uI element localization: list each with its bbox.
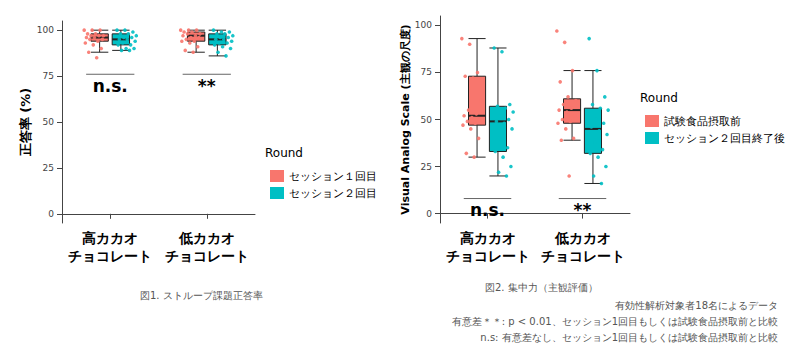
svg-text:低カカオ: 低カカオ	[554, 230, 611, 246]
svg-text:75: 75	[421, 67, 432, 77]
svg-text:有意差＊＊: p < 0.01、セッション1回目もしくは試験: 有意差＊＊: p < 0.01、セッション1回目もしくは試験食品摂取前と比較	[452, 316, 778, 327]
svg-text:正答率 (%): 正答率 (%)	[18, 88, 33, 157]
svg-text:25: 25	[43, 163, 54, 173]
svg-text:セッション２回目終了後: セッション２回目終了後	[664, 132, 785, 145]
svg-text:高カカオ: 高カカオ	[82, 230, 138, 246]
svg-text:セッション２回目: セッション２回目	[289, 187, 377, 200]
svg-text:図2. 集中力（主観評価）: 図2. 集中力（主観評価）	[485, 282, 598, 293]
svg-text:有効性解析対象者18名によるデータ: 有効性解析対象者18名によるデータ	[615, 300, 778, 311]
svg-text:**: **	[198, 76, 216, 96]
svg-text:n.s.: n.s.	[470, 200, 505, 220]
svg-text:Round: Round	[265, 146, 303, 160]
svg-text:50: 50	[43, 117, 55, 127]
svg-text:試験食品摂取前: 試験食品摂取前	[664, 115, 741, 128]
svg-text:チョコレート: チョコレート	[446, 248, 530, 264]
svg-text:75: 75	[43, 71, 54, 81]
svg-text:n.s: 有意差なし、セッション1回目もしくは試験食品摂取前: n.s: 有意差なし、セッション1回目もしくは試験食品摂取前と比較	[480, 332, 778, 343]
svg-text:50: 50	[421, 115, 433, 125]
svg-text:0: 0	[48, 209, 54, 219]
svg-text:Visual Analog Scale (主観の尺度): Visual Analog Scale (主観の尺度)	[399, 24, 412, 214]
svg-text:**: **	[574, 200, 592, 220]
svg-text:100: 100	[37, 25, 54, 35]
svg-text:100: 100	[415, 20, 432, 30]
svg-text:低カカオ: 低カカオ	[178, 230, 235, 246]
svg-text:チョコレート: チョコレート	[68, 248, 152, 264]
svg-text:Round: Round	[640, 91, 678, 105]
svg-text:n.s.: n.s.	[93, 76, 128, 96]
svg-text:図1. ストループ課題正答率: 図1. ストループ課題正答率	[140, 290, 263, 301]
svg-text:25: 25	[421, 162, 432, 172]
svg-text:0: 0	[426, 209, 432, 219]
svg-text:高カカオ: 高カカオ	[460, 230, 516, 246]
svg-text:チョコレート: チョコレート	[541, 248, 625, 264]
svg-text:セッション１回目: セッション１回目	[289, 170, 377, 183]
svg-text:チョコレート: チョコレート	[165, 248, 249, 264]
